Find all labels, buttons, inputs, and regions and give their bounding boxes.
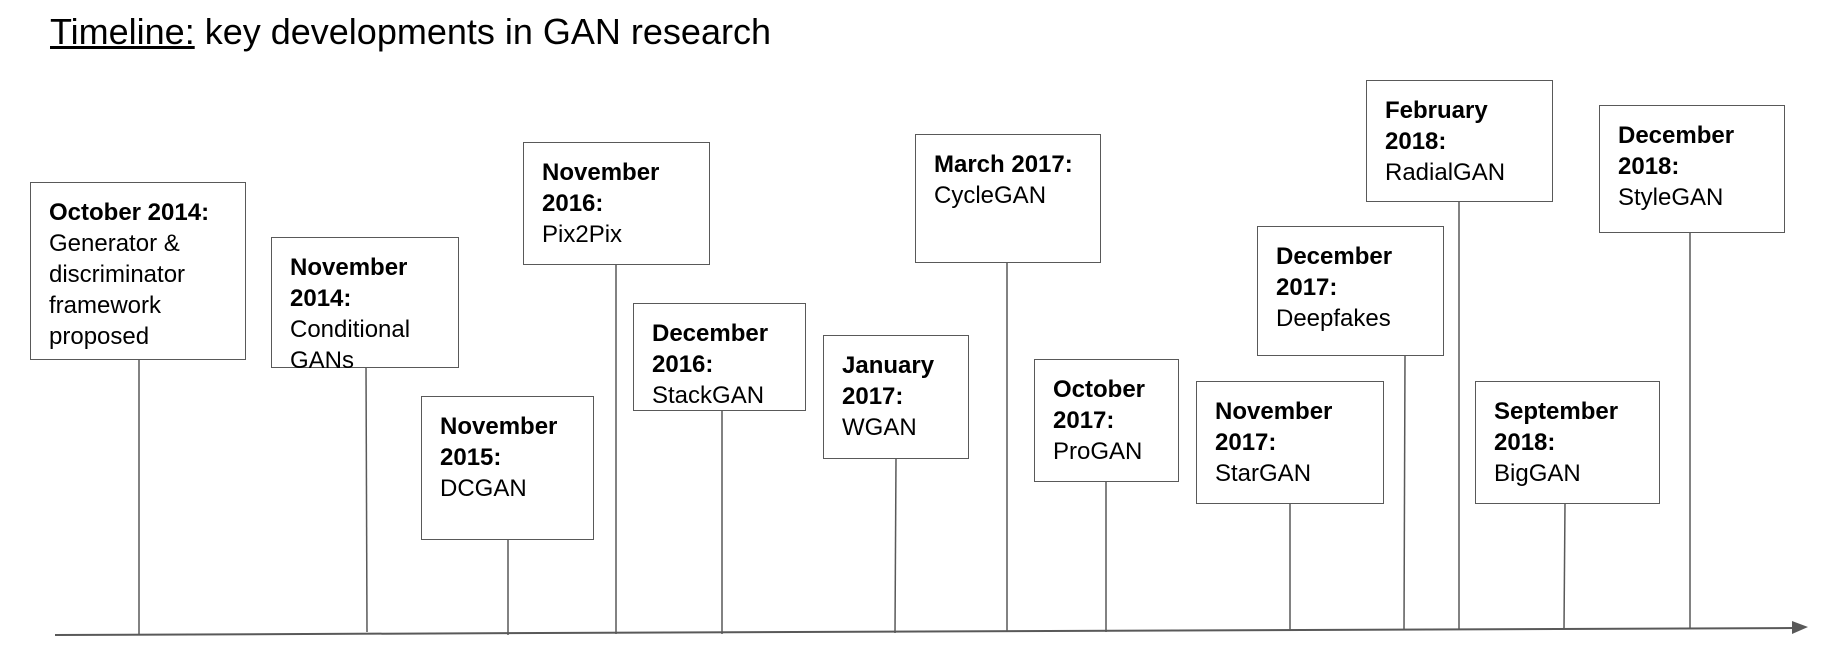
connector-9 — [1403, 354, 1406, 631]
event-card-dec-2018: December 2018: StyleGAN — [1599, 105, 1785, 233]
event-desc: Pix2Pix — [542, 221, 623, 248]
event-desc: CycleGAN — [934, 182, 1047, 209]
event-desc: WGAN — [842, 414, 917, 441]
event-desc: Deepfakes — [1276, 305, 1391, 332]
event-card-nov-2016: November 2016: Pix2Pix — [523, 142, 710, 265]
event-card-nov-2014: November 2014: Conditional GANs — [271, 237, 459, 374]
event-date: February 2018: — [1385, 97, 1488, 155]
event-card-nov-2015: November 2015: DCGAN — [421, 396, 594, 540]
event-desc: BigGAN — [1494, 460, 1581, 487]
event-desc: StackGAN — [652, 382, 765, 409]
event-card-oct-2014: October 2014: Generator & discriminator … — [30, 182, 246, 360]
event-card-nov-2017: November 2017: StarGAN — [1196, 381, 1384, 504]
timeline-arrow-icon — [1792, 621, 1808, 634]
event-date: December 2016: — [652, 320, 769, 378]
connector-11 — [1563, 502, 1566, 630]
event-date: November 2015: — [440, 413, 558, 471]
title-text: key developments in GAN research — [204, 11, 771, 52]
event-date: October 2014: — [49, 199, 210, 226]
event-date: December 2017: — [1276, 243, 1393, 301]
timeline-baseline — [54, 627, 1796, 636]
event-card-sep-2018: September 2018: BigGAN — [1475, 381, 1660, 504]
event-desc: Generator & discriminator framework prop… — [49, 230, 186, 350]
event-desc: StyleGAN — [1618, 184, 1724, 211]
event-desc: DCGAN — [440, 475, 527, 502]
event-desc: StarGAN — [1215, 460, 1312, 487]
event-card-mar-2017: March 2017: CycleGAN — [915, 134, 1101, 263]
event-card-feb-2018: February 2018: RadialGAN — [1366, 80, 1553, 202]
event-desc: Conditional GANs — [290, 316, 411, 374]
title-heading: Timeline: — [50, 11, 195, 52]
event-card-dec-2016: December 2016: StackGAN — [633, 303, 806, 411]
event-date: September 2018: — [1494, 398, 1619, 456]
event-desc: ProGAN — [1053, 438, 1143, 465]
event-date: November 2014: — [290, 254, 408, 312]
event-card-jan-2017: January 2017: WGAN — [823, 335, 969, 459]
event-card-oct-2017: October 2017: ProGAN — [1034, 359, 1179, 482]
event-desc: RadialGAN — [1385, 159, 1506, 186]
event-date: November 2017: — [1215, 398, 1333, 456]
connector-1 — [365, 363, 368, 633]
event-date: January 2017: — [842, 352, 935, 410]
page-title: Timeline: key developments in GAN resear… — [50, 10, 771, 54]
event-date: March 2017: — [934, 151, 1073, 178]
event-date: October 2017: — [1053, 376, 1146, 434]
event-card-dec-2017: December 2017: Deepfakes — [1257, 226, 1444, 356]
connector-5 — [894, 457, 897, 634]
event-date: December 2018: — [1618, 122, 1735, 180]
event-date: November 2016: — [542, 159, 660, 217]
